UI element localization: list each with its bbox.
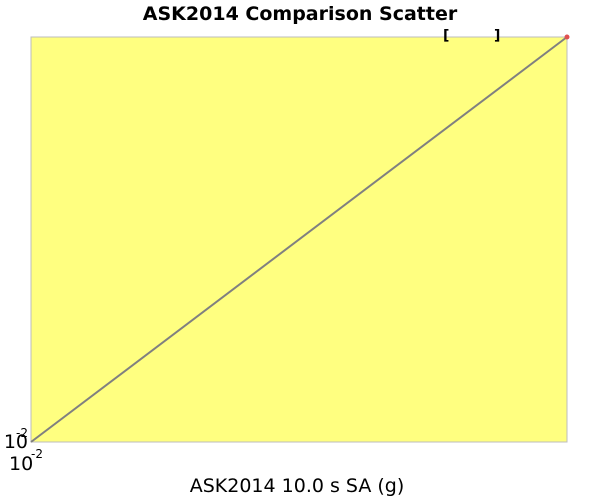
x-tick-exponent: -2 — [31, 447, 43, 461]
clipped-label-fragment: [ — [443, 28, 449, 44]
x-tick-base: 10 — [9, 453, 33, 475]
scatter-point — [564, 34, 570, 40]
x-axis-label: ASK2014 10.0 s SA (g) — [190, 475, 405, 497]
x-tick-label: 10 -2 — [9, 447, 43, 475]
data-points — [564, 34, 570, 40]
one-to-one-reference-line — [30, 36, 568, 443]
chart-title: ASK2014 Comparison Scatter — [143, 3, 458, 25]
y-tick-base: 10 — [4, 431, 28, 453]
clipped-label-fragment: ] — [494, 28, 500, 44]
y-tick-exponent: -2 — [16, 426, 28, 440]
y-tick-label: 10 -2 — [4, 426, 28, 453]
